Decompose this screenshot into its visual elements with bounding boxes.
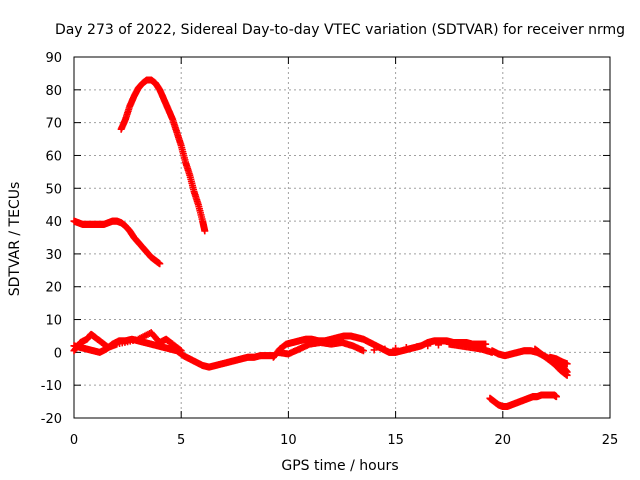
- x-tick-label: 5: [177, 433, 185, 448]
- data-point: [359, 347, 367, 355]
- series-arc-forty: [70, 217, 164, 268]
- data-point: [563, 360, 571, 368]
- x-tick-label: 25: [602, 433, 619, 448]
- x-tick-label: 10: [280, 433, 297, 448]
- y-tick-label: 30: [45, 248, 62, 263]
- y-tick-label: 0: [54, 346, 62, 361]
- y-tick-label: 90: [45, 51, 62, 66]
- data-point: [177, 347, 185, 355]
- data-point: [552, 393, 560, 401]
- y-tick-label: -20: [41, 412, 62, 427]
- y-tick-label: -10: [41, 379, 62, 394]
- axis-ticks: -20 -10 0 10 20 30 40 50 60 70 80 90 0 5 10 15 20 25: [41, 51, 619, 448]
- data-point: [563, 371, 571, 379]
- data-point: [201, 227, 209, 235]
- series-arc-near-zero-b: [70, 329, 185, 355]
- data-point: [156, 260, 164, 268]
- y-tick-label: 10: [45, 314, 62, 329]
- y-axis-label: SDTVAR / TECUs: [7, 182, 23, 297]
- data-point: [392, 344, 400, 352]
- series-arc-late: [488, 347, 571, 376]
- grid: [74, 57, 610, 418]
- series-arc-near-zero-d: [274, 339, 496, 358]
- y-tick-label: 50: [45, 182, 62, 197]
- y-tick-label: 70: [45, 117, 62, 132]
- x-tick-label: 20: [495, 433, 512, 448]
- y-tick-label: 80: [45, 84, 62, 99]
- chart-title: Day 273 of 2022, Sidereal Day-to-day VTE…: [55, 22, 625, 38]
- data-point: [176, 346, 184, 354]
- data-point: [381, 345, 389, 353]
- plot-frame: [73, 56, 611, 419]
- x-tick-label: 0: [70, 433, 78, 448]
- data-point: [413, 343, 421, 351]
- series-arc-late-c: [546, 353, 571, 368]
- data-point: [482, 340, 490, 348]
- y-tick-label: 40: [45, 215, 62, 230]
- x-axis-label: GPS time / hours: [281, 458, 398, 474]
- data-point: [370, 346, 378, 354]
- series-arc-negative: [486, 391, 560, 411]
- y-tick-label: 60: [45, 149, 62, 164]
- data-point: [402, 343, 410, 351]
- series-arc-high-peak: [117, 76, 209, 235]
- y-tick-label: 20: [45, 281, 62, 296]
- x-tick-label: 15: [387, 433, 404, 448]
- data-points: [70, 76, 571, 411]
- data-point: [434, 341, 442, 349]
- data-point: [424, 342, 432, 350]
